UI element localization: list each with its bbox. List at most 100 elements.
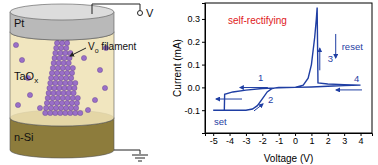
y-tick: 0.2 (187, 37, 205, 47)
vacancy (73, 80, 78, 85)
layer-label-sub: x (34, 76, 38, 85)
layer-label: n-Si (14, 131, 34, 143)
vacancy (75, 95, 80, 100)
vacancy (52, 85, 57, 90)
x-tick: -1 (275, 133, 283, 146)
filament-arrow (70, 48, 86, 56)
vacancy (68, 110, 73, 115)
direction-arrow (240, 87, 268, 88)
filament-label-rest: filament (99, 41, 137, 52)
y-tick-label: -0.1 (184, 106, 200, 116)
annotation: 4 (354, 73, 359, 84)
vacancy (50, 65, 55, 70)
top-wire (92, 4, 140, 14)
bottom-wire (114, 150, 140, 154)
vacancy (69, 100, 74, 105)
marks (213, 8, 360, 111)
y-tick: 0.0 (187, 83, 205, 93)
vacancy (64, 70, 69, 75)
vacancy (63, 105, 68, 110)
vacancy (66, 60, 71, 65)
vacancy (59, 100, 64, 105)
vacancy (62, 55, 67, 60)
vacancy (52, 55, 57, 60)
direction-arrow (319, 48, 320, 70)
vacancy (63, 50, 68, 55)
annotation: 1 (258, 72, 263, 83)
vacancy (58, 80, 63, 85)
y-tick: -0.1 (184, 106, 205, 116)
vacancy (59, 40, 64, 45)
direction-arrow (335, 34, 336, 58)
annotation: 3 (328, 53, 333, 64)
y-tick: 0.3 (187, 14, 205, 24)
chart: -5-4-3-2-101234-0.10.00.10.20.3Voltage (… (172, 3, 373, 164)
vacancy (47, 85, 52, 90)
vacancy (72, 85, 77, 90)
layer-label-main: Pt (14, 17, 24, 29)
annotation: set (214, 116, 227, 127)
y-tick-mark (202, 87, 205, 88)
y-tick: 0.1 (187, 60, 205, 70)
vacancy (48, 105, 53, 110)
x-tick-label: -2 (259, 136, 267, 146)
vacancy (65, 95, 70, 100)
vacancy (64, 100, 69, 105)
y-tick-mark (202, 65, 205, 66)
vacancy (73, 105, 78, 110)
vacancy (58, 50, 63, 55)
vacancy (69, 75, 74, 80)
annotation: 2 (268, 94, 273, 105)
vacancy (61, 90, 66, 95)
filament (13, 35, 108, 115)
vacancy (49, 70, 54, 75)
vacancy (54, 75, 59, 80)
vacancy (48, 110, 53, 115)
layer-label: Pt (14, 17, 24, 29)
x-tick-label: 1 (309, 136, 314, 146)
vacancy (13, 42, 18, 47)
vacancy (46, 90, 51, 95)
plot-frame (205, 3, 372, 133)
x-tick: 1 (309, 133, 314, 146)
vacancy (71, 90, 76, 95)
vacancy (48, 80, 53, 85)
y-axis-title: Current (mA) (172, 39, 183, 97)
vacancy (102, 85, 107, 90)
vacancy (68, 80, 73, 85)
x-tick-label: 4 (359, 136, 364, 146)
x-tick: 4 (359, 133, 364, 146)
vacancy (59, 75, 64, 80)
x-tick: -5 (210, 133, 218, 146)
filament-label: Vo filament (88, 41, 137, 54)
vacancy (53, 80, 58, 85)
annotation: reset (342, 41, 363, 52)
vacancy (64, 75, 69, 80)
y-tick-label: 0.2 (187, 37, 200, 47)
vacancy (54, 40, 59, 45)
vacancy (74, 100, 79, 105)
vacancy (78, 110, 83, 115)
vacancy (85, 107, 90, 112)
terminal (138, 11, 143, 16)
vacancy (61, 60, 66, 65)
vacancy (53, 110, 58, 115)
vacancy (55, 95, 60, 100)
y-axis: -0.1 0.0 0.1 0.2 0.3 (184, 4, 205, 134)
vacancy (51, 90, 56, 95)
y-tick-label: 0.0 (187, 83, 200, 93)
vacancy (27, 92, 32, 97)
vacancy (55, 65, 60, 70)
y-tick-mark (202, 42, 205, 43)
x-tick: -2 (259, 133, 267, 146)
vacancy (37, 105, 42, 110)
vacancy (60, 65, 65, 70)
vacancy (58, 110, 63, 115)
ground (138, 161, 142, 162)
vacancy (65, 65, 70, 70)
vacancy (49, 100, 54, 105)
vacancy (54, 45, 59, 50)
vacancy (63, 80, 68, 85)
vacancy (64, 45, 69, 50)
vacancy (49, 75, 54, 80)
